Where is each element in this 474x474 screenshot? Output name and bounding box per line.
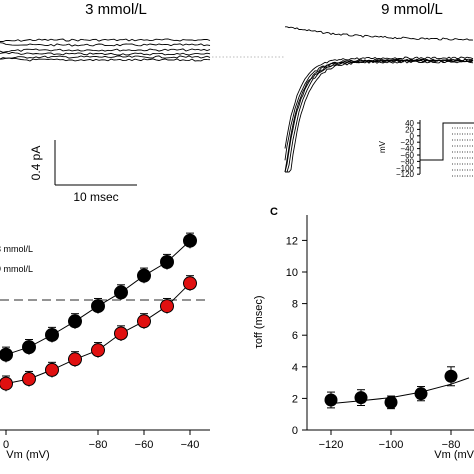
b-point-black [114, 285, 128, 300]
trace-3mmol [0, 38, 211, 42]
c-point [354, 391, 368, 405]
b-data-points [0, 232, 197, 392]
c-x-tick-label: −120 [319, 439, 344, 451]
b-point-black [22, 340, 36, 355]
c-y-tick-label: 10 [286, 267, 298, 279]
b-point-red [68, 352, 82, 367]
b-point-red [45, 362, 59, 377]
traces-3mmol [0, 38, 211, 62]
trace-3mmol [0, 55, 211, 60]
b-point-red [22, 372, 36, 387]
scale-bar: 0.4 pA 10 msec [29, 140, 137, 204]
c-y-tick-label: 12 [286, 235, 298, 247]
protocol-tick-label: −40 [400, 145, 414, 154]
c-point [324, 393, 338, 407]
trace-3mmol [0, 42, 211, 47]
c-point [414, 387, 428, 401]
trace-9mmol [284, 59, 474, 173]
b-point-black [45, 327, 59, 342]
scale-current-label: 0.4 pA [29, 146, 43, 181]
legend-3mmol: 3 mmol/L [0, 244, 33, 254]
panel-a: 3 mmol/L 9 mmol/L 0.4 pA 10 msec 40200−2… [0, 1, 474, 204]
c-point [384, 395, 398, 409]
b-x-tick-label: −80 [89, 439, 108, 451]
protocol-ylabel: mV [378, 140, 387, 153]
c-y-tick-label: 8 [292, 299, 298, 311]
trace-9mmol [284, 58, 474, 173]
b-point-red [183, 276, 197, 291]
b-x-tick-label: −60 [135, 439, 154, 451]
protocol-tick-label: −80 [400, 157, 414, 166]
protocol-tick-label: 40 [405, 119, 414, 128]
b-point-red [114, 326, 128, 341]
trace-9mmol [285, 26, 474, 41]
trace-3mmol [0, 51, 211, 56]
protocol-tick-label: −60 [400, 151, 414, 160]
trace-9mmol [284, 56, 474, 149]
b-point-black [68, 314, 82, 329]
b-x-ticks: 0 −80 −60 −40 [3, 430, 199, 451]
c-ylabel: τoff (msec) [253, 295, 265, 348]
traces-9mmol [284, 26, 474, 173]
trace-3mmol [0, 57, 211, 62]
c-data-points [324, 366, 458, 410]
c-point [444, 369, 458, 383]
b-x-tick-label: 0 [3, 439, 9, 451]
b-point-red [137, 314, 151, 329]
protocol-tick-label: 0 [410, 132, 415, 141]
b-point-black [160, 255, 174, 269]
c-y-tick-label: 6 [292, 330, 298, 342]
b-point-black [0, 347, 13, 362]
b-point-black [183, 233, 197, 248]
b-point-black [91, 299, 105, 314]
label-9mmol: 9 mmol/L [381, 1, 443, 18]
label-3mmol: 3 mmol/L [85, 1, 147, 18]
b-x-tick-label: −40 [181, 439, 200, 451]
legend-9mmol: 9 mmol/L [0, 264, 33, 274]
protocol-tick-label: 20 [405, 125, 414, 134]
protocol-tick-label: −100 [396, 164, 415, 173]
b-point-red [160, 299, 174, 314]
b-xlabel: Vm (mV) [6, 449, 49, 461]
panel-b: 0 −80 −60 −40 Vm (mV) 3 mmol/L 9 mmol/L [0, 232, 210, 461]
b-point-red [91, 343, 105, 358]
c-y-tick-label: 0 [292, 425, 298, 437]
c-x-tick-label: −100 [379, 439, 404, 451]
c-x-tick-label: −80 [442, 439, 461, 451]
scale-time-label: 10 msec [73, 190, 118, 204]
b-legend: 3 mmol/L 9 mmol/L [0, 244, 33, 274]
protocol-step-top [420, 122, 474, 161]
c-fit-curve [327, 377, 470, 405]
c-y-tick-label: 2 [292, 393, 298, 405]
panel-c: C 0 2 4 6 8 10 12 −120 −100 −80 τoff (msec) Vm (… [253, 206, 474, 461]
protocol-steps [452, 127, 474, 177]
protocol-tick-label: −20 [400, 138, 414, 147]
trace-9mmol [284, 58, 474, 161]
c-x-ticks: −120 −100 −80 [319, 430, 461, 451]
c-xlabel: Vm (mV) [434, 449, 474, 461]
trace-3mmol [0, 48, 211, 53]
b-point-black [137, 268, 151, 283]
c-y-ticks: 0 2 4 6 8 10 12 [286, 235, 307, 437]
c-panel-label: C [270, 206, 278, 218]
c-y-tick-label: 4 [292, 362, 298, 374]
b-point-red [0, 376, 13, 391]
protocol-tick-label: −120 [396, 170, 415, 179]
